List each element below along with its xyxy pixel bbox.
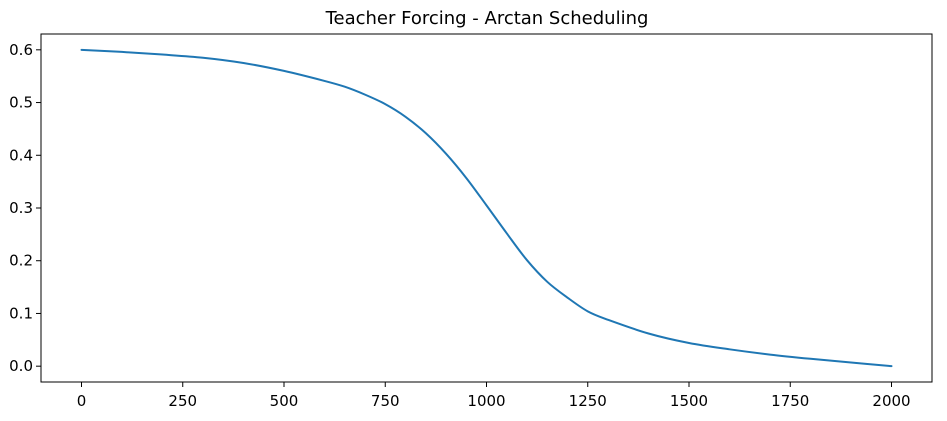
x-tick-label: 1500 <box>670 392 708 410</box>
x-tick-label: 250 <box>168 392 197 410</box>
y-tick-label: 0.2 <box>9 252 33 270</box>
chart-title: Teacher Forcing - Arctan Scheduling <box>325 8 649 29</box>
x-tick-label: 0 <box>77 392 87 410</box>
plot-area-frame <box>40 33 933 383</box>
x-tick-label: 2000 <box>872 392 910 410</box>
y-tick-label: 0.5 <box>9 94 33 112</box>
y-tick-label: 0.1 <box>9 304 33 322</box>
y-tick-label: 0.3 <box>9 199 33 217</box>
y-axis: 0.0 0.1 0.2 0.3 0.4 0.5 0.6 <box>9 41 41 375</box>
y-tick-label: 0.6 <box>9 41 33 59</box>
x-tick-label: 500 <box>270 392 299 410</box>
x-tick-label: 1000 <box>467 392 505 410</box>
y-tick-label: 0.0 <box>9 357 33 375</box>
series-line <box>80 48 893 368</box>
x-tick-label: 1750 <box>771 392 809 410</box>
x-axis: 0 250 500 750 1000 1250 1500 1750 2000 <box>77 382 911 410</box>
y-tick-label: 0.4 <box>9 146 33 164</box>
series-layer <box>80 48 893 368</box>
x-tick-label: 1250 <box>569 392 607 410</box>
x-tick-label: 750 <box>371 392 400 410</box>
